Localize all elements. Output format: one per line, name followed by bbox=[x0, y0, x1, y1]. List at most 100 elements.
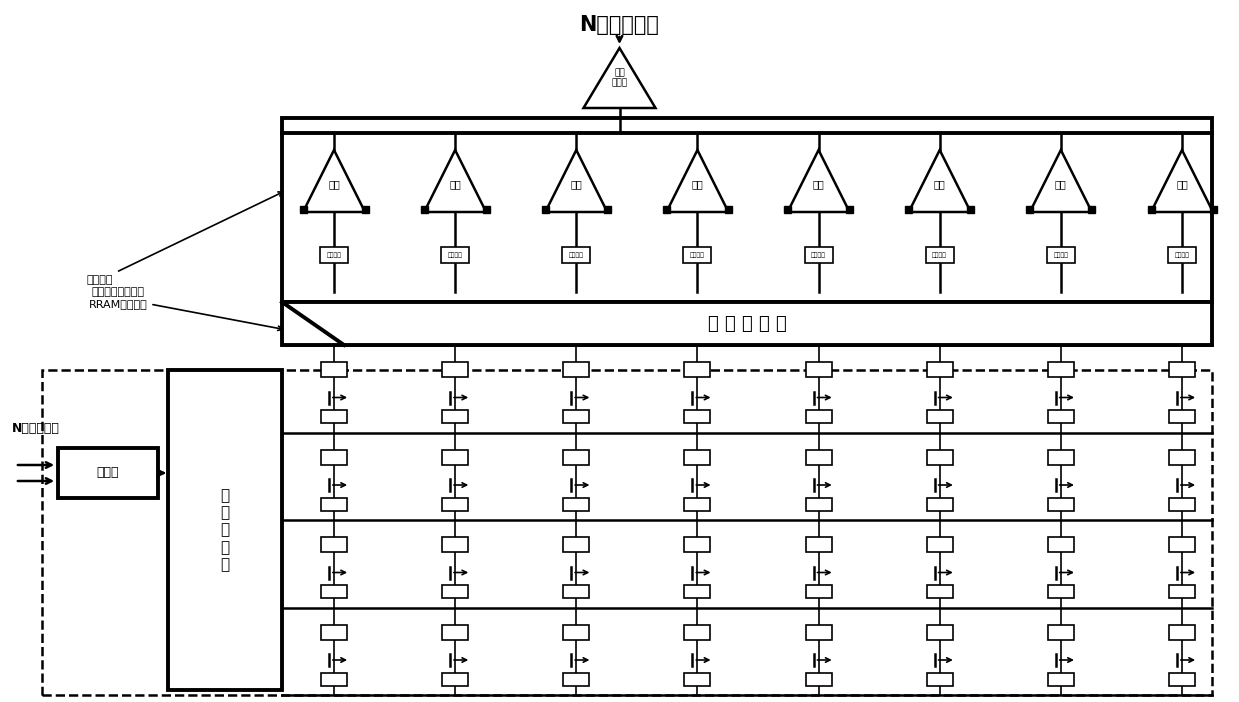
Text: N位输出数据: N位输出数据 bbox=[580, 15, 659, 35]
Text: 运放: 运放 bbox=[691, 179, 704, 189]
Bar bbox=[927, 362, 953, 377]
Bar bbox=[805, 449, 831, 465]
Bar bbox=[805, 585, 831, 598]
Bar bbox=[564, 449, 590, 465]
Polygon shape bbox=[424, 150, 486, 212]
Text: 多位并行的二进制
RRAM突触阵列: 多位并行的二进制 RRAM突触阵列 bbox=[89, 287, 282, 331]
Bar bbox=[927, 449, 953, 465]
Bar bbox=[541, 206, 549, 213]
Bar bbox=[1048, 498, 1074, 511]
Polygon shape bbox=[1151, 150, 1213, 212]
Text: 基准电阻: 基准电阻 bbox=[932, 252, 947, 258]
Bar bbox=[564, 537, 590, 552]
Bar bbox=[684, 362, 710, 377]
Bar bbox=[564, 362, 590, 377]
Bar bbox=[804, 247, 833, 263]
Bar bbox=[684, 410, 710, 423]
Bar bbox=[1170, 410, 1194, 423]
Bar bbox=[1026, 206, 1033, 213]
Bar bbox=[1170, 498, 1194, 511]
Bar bbox=[684, 537, 710, 552]
Bar bbox=[1048, 585, 1074, 598]
Bar bbox=[603, 206, 611, 213]
Text: 基准电阻: 基准电阻 bbox=[569, 252, 584, 258]
Polygon shape bbox=[788, 150, 850, 212]
Text: 运放: 运放 bbox=[813, 179, 824, 189]
Bar bbox=[421, 206, 427, 213]
Bar bbox=[321, 362, 347, 377]
Bar bbox=[1048, 449, 1074, 465]
Polygon shape bbox=[545, 150, 607, 212]
Bar bbox=[927, 585, 953, 598]
Bar bbox=[483, 206, 489, 213]
Bar bbox=[805, 362, 831, 377]
Bar bbox=[564, 410, 590, 423]
Bar bbox=[1168, 247, 1196, 263]
Bar bbox=[321, 498, 347, 511]
Bar bbox=[805, 625, 831, 640]
Polygon shape bbox=[304, 150, 366, 212]
Bar bbox=[926, 247, 954, 263]
Text: 模数
转换器: 模数 转换器 bbox=[611, 68, 628, 88]
Polygon shape bbox=[667, 150, 729, 212]
Text: 运放: 运放 bbox=[570, 179, 582, 189]
Bar bbox=[684, 498, 710, 511]
Text: 基准电阻: 基准电阻 bbox=[1053, 252, 1068, 258]
Text: 运放: 运放 bbox=[934, 179, 945, 189]
Bar bbox=[300, 206, 306, 213]
Bar bbox=[805, 410, 831, 423]
Bar bbox=[442, 498, 468, 511]
Polygon shape bbox=[584, 48, 655, 108]
Bar bbox=[846, 206, 854, 213]
Bar bbox=[442, 537, 468, 552]
Bar bbox=[564, 585, 590, 598]
Text: 基准电阻: 基准电阻 bbox=[690, 252, 705, 258]
Bar bbox=[282, 118, 1212, 302]
Bar bbox=[321, 410, 347, 423]
Bar bbox=[564, 673, 590, 686]
Text: 基准电阻: 基准电阻 bbox=[812, 252, 826, 258]
Bar bbox=[362, 206, 368, 213]
Bar bbox=[927, 673, 953, 686]
Bar bbox=[442, 673, 468, 686]
Text: 加法器: 加法器 bbox=[97, 467, 119, 479]
Bar bbox=[1170, 585, 1194, 598]
Text: 运放: 运放 bbox=[1176, 179, 1188, 189]
Bar bbox=[927, 625, 953, 640]
Bar bbox=[927, 410, 953, 423]
Text: 基准电阻: 基准电阻 bbox=[1175, 252, 1189, 258]
Bar bbox=[968, 206, 974, 213]
Bar bbox=[805, 498, 831, 511]
Bar bbox=[1048, 362, 1074, 377]
Bar bbox=[42, 370, 1212, 695]
Text: 运放: 运放 bbox=[450, 179, 461, 189]
Bar bbox=[684, 585, 710, 598]
Bar bbox=[321, 537, 347, 552]
Bar bbox=[784, 206, 790, 213]
Bar bbox=[1047, 247, 1075, 263]
Bar bbox=[1209, 206, 1217, 213]
Bar bbox=[805, 673, 831, 686]
Bar bbox=[282, 302, 1212, 345]
Bar bbox=[442, 449, 468, 465]
Text: 基准电阻: 基准电阻 bbox=[447, 252, 462, 258]
Bar bbox=[321, 585, 347, 598]
Bar bbox=[1170, 673, 1194, 686]
Bar bbox=[1048, 625, 1074, 640]
Bar bbox=[442, 625, 468, 640]
Bar bbox=[1048, 537, 1074, 552]
Polygon shape bbox=[908, 150, 970, 212]
Bar bbox=[927, 498, 953, 511]
Text: 运放: 运放 bbox=[1054, 179, 1067, 189]
Polygon shape bbox=[1030, 150, 1092, 212]
Bar bbox=[1048, 673, 1074, 686]
Bar bbox=[927, 537, 953, 552]
Bar bbox=[1048, 410, 1074, 423]
Bar bbox=[684, 673, 710, 686]
Bar bbox=[441, 247, 470, 263]
Text: 轴突模块: 轴突模块 bbox=[87, 192, 282, 285]
Bar bbox=[320, 247, 348, 263]
Bar bbox=[1170, 449, 1194, 465]
Bar bbox=[684, 449, 710, 465]
Text: 时
序
调
度
器: 时 序 调 度 器 bbox=[221, 488, 229, 572]
